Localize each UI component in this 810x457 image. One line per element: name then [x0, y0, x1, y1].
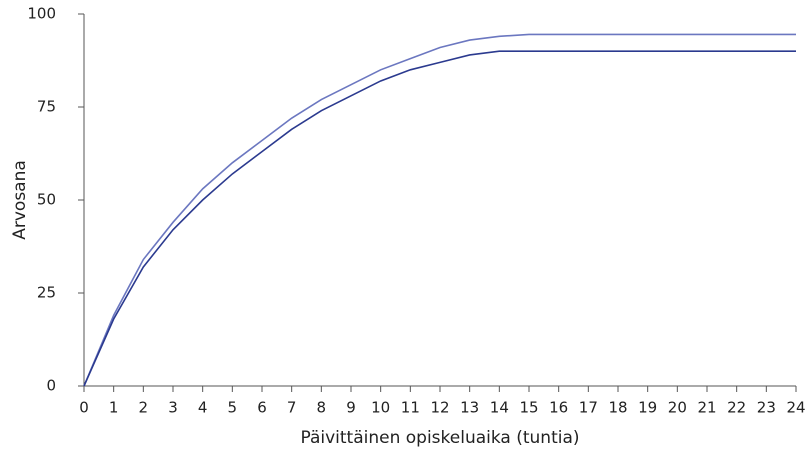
- x-tick-label: 17: [579, 399, 598, 417]
- x-tick-label: 16: [549, 399, 568, 417]
- x-tick-label: 6: [257, 399, 267, 417]
- x-tick-label: 5: [228, 399, 238, 417]
- y-tick-label: 100: [27, 5, 56, 23]
- x-tick-label: 4: [198, 399, 208, 417]
- x-tick-label: 7: [287, 399, 297, 417]
- x-tick-label: 15: [519, 399, 538, 417]
- x-tick-label: 3: [168, 399, 178, 417]
- y-axis-label: Arvosana: [10, 160, 30, 240]
- y-tick-label: 50: [37, 191, 56, 209]
- x-tick-label: 11: [401, 399, 420, 417]
- line-series: [83, 50, 796, 387]
- y-tick-label: 0: [46, 377, 56, 395]
- y-tick-label: 25: [37, 284, 56, 302]
- x-tick-label: 14: [490, 399, 509, 417]
- x-axis-label: Päivittäinen opiskeluaika (tuntia): [300, 428, 579, 448]
- y-tick-label: 75: [37, 98, 56, 116]
- x-tick-label: 8: [317, 399, 327, 417]
- x-tick-label: 20: [668, 399, 687, 417]
- x-tick-label: 21: [697, 399, 716, 417]
- x-tick-label: 18: [608, 399, 627, 417]
- x-tick-label: 0: [79, 399, 89, 417]
- x-tick-label: 9: [346, 399, 356, 417]
- x-tick-label: 12: [430, 399, 449, 417]
- x-tick-label: 2: [139, 399, 149, 417]
- x-tick-label: 23: [757, 399, 776, 417]
- x-tick-label: 19: [638, 399, 657, 417]
- x-tick-label: 24: [786, 399, 805, 417]
- x-tick-label: 10: [371, 399, 390, 417]
- x-tick-label: 1: [109, 399, 119, 417]
- line-series: [83, 33, 796, 387]
- x-tick-label: 13: [460, 399, 479, 417]
- x-tick-label: 22: [727, 399, 746, 417]
